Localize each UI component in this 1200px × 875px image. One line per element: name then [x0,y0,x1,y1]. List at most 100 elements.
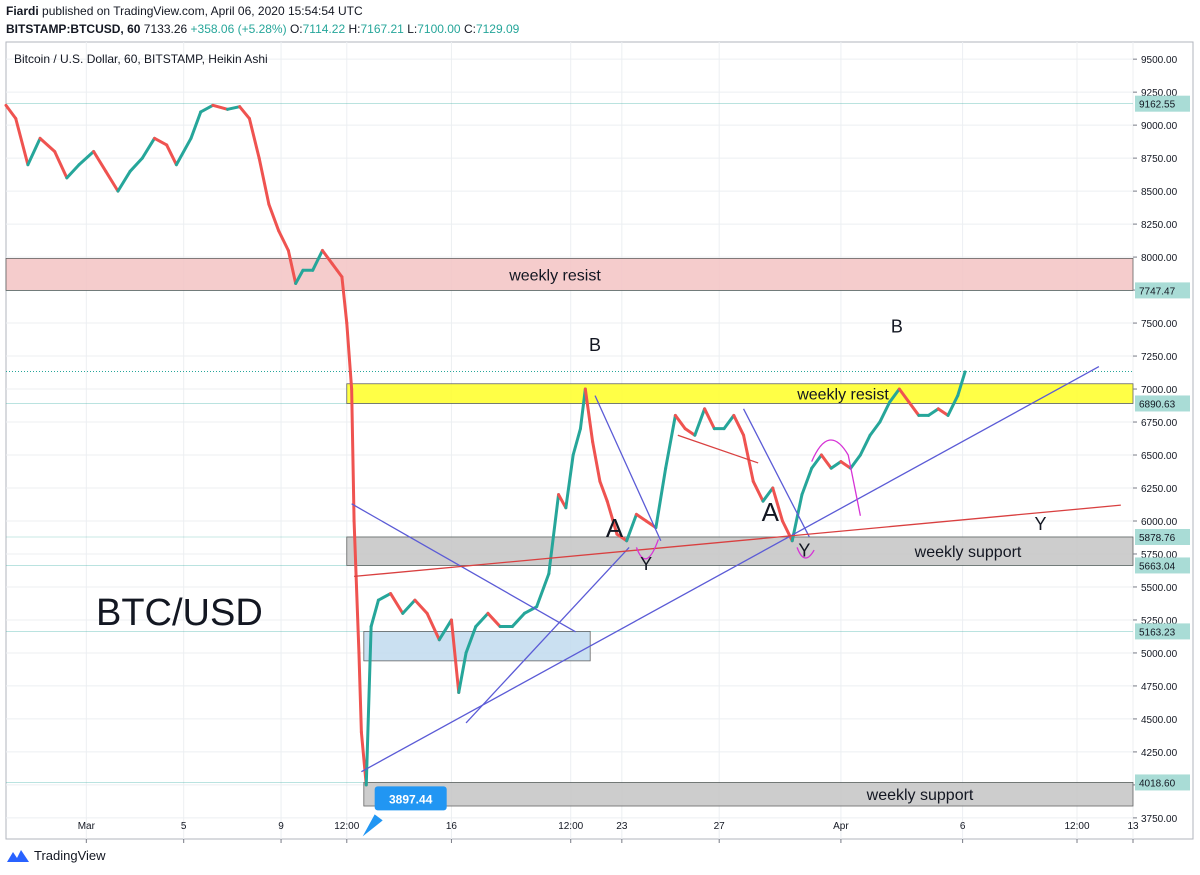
price-segment-98 [946,394,960,417]
price-segment-76 [732,413,746,437]
x-tick-label-1: 5 [181,821,187,832]
price-segment-75 [722,413,736,431]
price-segment-97 [936,407,950,417]
price-segment-72 [693,407,707,437]
y-tick-label-18: 5000.00 [1141,649,1178,660]
price-segment-9 [104,169,120,193]
y-tick-label-11: 6750.00 [1141,418,1178,429]
price-segment-84 [810,453,823,470]
price-segment-36 [357,651,363,734]
price-segment-11 [128,156,144,173]
y-tick-label-13: 6250.00 [1141,484,1178,495]
price-segment-24 [277,229,290,252]
price-label-4: 5663.04 [1139,561,1176,572]
price-segment-8 [92,150,108,173]
trendline-5 [354,504,1121,578]
y-tick-label-23: 3750.00 [1141,814,1178,825]
x-tick-label-3: 12:00 [334,821,359,832]
pane-title: Bitcoin / U.S. Dollar, 60, BITSTAMP, Hei… [14,52,268,66]
price-segment-14 [165,143,178,167]
price-segment-69 [664,413,677,470]
high-value: 7167.21 [360,22,404,36]
price-segment-93 [897,387,911,404]
price-segment-49 [474,611,490,629]
price-segment-6 [65,163,81,180]
price-segment-53 [522,605,539,615]
y-tick-label-12: 6500.00 [1141,451,1178,462]
price-segment-45 [437,618,453,642]
x-tick-label-6: 23 [616,821,628,832]
price-segment-59 [578,387,587,431]
high-label: H: [348,22,361,36]
price-segment-32 [340,275,349,325]
price-segment-2 [14,117,30,167]
price-segment-12 [140,136,156,160]
y-tick-label-5: 8250.00 [1141,220,1178,231]
price-segment-92 [888,387,901,404]
magenta-arrow-2 [811,439,862,516]
trendlines [351,366,1121,773]
zone-box-0 [5,258,1134,291]
price-segment-29 [320,248,334,266]
price-segment-48 [464,625,478,655]
wave-label-0: B [589,335,601,355]
price-segment-63 [605,499,619,536]
price-segment-20 [238,105,251,121]
price-segment-40 [376,592,393,602]
callout-badge [374,786,447,811]
trendline-3 [594,395,662,542]
change-value: +358.06 (+5.28%) [190,22,287,36]
price-segment-66 [634,512,648,523]
price-segment-23 [267,202,281,233]
price-label-box-4 [1135,557,1190,574]
trendline-1 [351,503,576,633]
price-label-box-1 [1135,282,1190,299]
zone-label-0: weekly resist [508,267,601,284]
price-segment-89 [858,433,872,457]
price-axis[interactable]: 9500.00 9250.00 9000.00 8750.00 8500.00 8250.… [1133,55,1190,825]
price-segment-88 [849,453,862,470]
x-tick-label-5: 12:00 [558,821,583,832]
price-segment-43 [413,598,429,615]
price-segment-22 [257,156,271,206]
wave-label-5: B [891,316,903,336]
price-segment-71 [683,427,697,437]
price-segment-5 [53,150,69,180]
y-tick-label-20: 4500.00 [1141,715,1178,726]
callout-text: 3897.44 [389,792,433,806]
price-segment-90 [868,420,882,437]
price-segment-10 [116,169,132,193]
price-segment-46 [449,618,461,695]
close-label: C: [463,22,476,36]
open-label: O: [289,22,303,36]
publish-text: published on TradingView.com, April 06, … [42,4,363,18]
y-tick-label-14: 6000.00 [1141,517,1178,528]
y-tick-label-9: 7250.00 [1141,352,1178,363]
time-axis[interactable]: Mar 5 9 12:00 16 12:00 23 27 Apr 6 12:00 13 [78,821,1139,843]
zone-box-4 [363,782,1134,807]
price-segment-81 [780,519,794,543]
price-segment-28 [311,248,324,272]
y-tick-label-2: 9000.00 [1141,121,1178,132]
price-segment-79 [761,486,775,503]
price-label-box-3 [1135,528,1190,545]
price-label-6: 4018.60 [1139,778,1176,789]
price-segment-73 [703,407,716,431]
price-segment-62 [598,479,609,503]
magenta-arrow-1 [796,547,815,559]
price-segment-26 [294,268,305,285]
price-label-box-0 [1135,95,1190,112]
price-segment-50 [486,611,502,629]
magenta-arrow-0 [635,539,659,560]
y-tick-label-17: 5250.00 [1141,616,1178,627]
price-label-3: 5878.76 [1139,533,1176,544]
price-segment-70 [673,413,687,431]
chart-watermark: BTC/USD [96,592,263,634]
price-label-1: 7747.47 [1139,286,1176,297]
price-segment-16 [189,110,203,140]
zones: weekly resist weekly resist weekly support… [5,258,1134,807]
price-segment-99 [956,370,967,398]
low-label: L: [407,22,418,36]
